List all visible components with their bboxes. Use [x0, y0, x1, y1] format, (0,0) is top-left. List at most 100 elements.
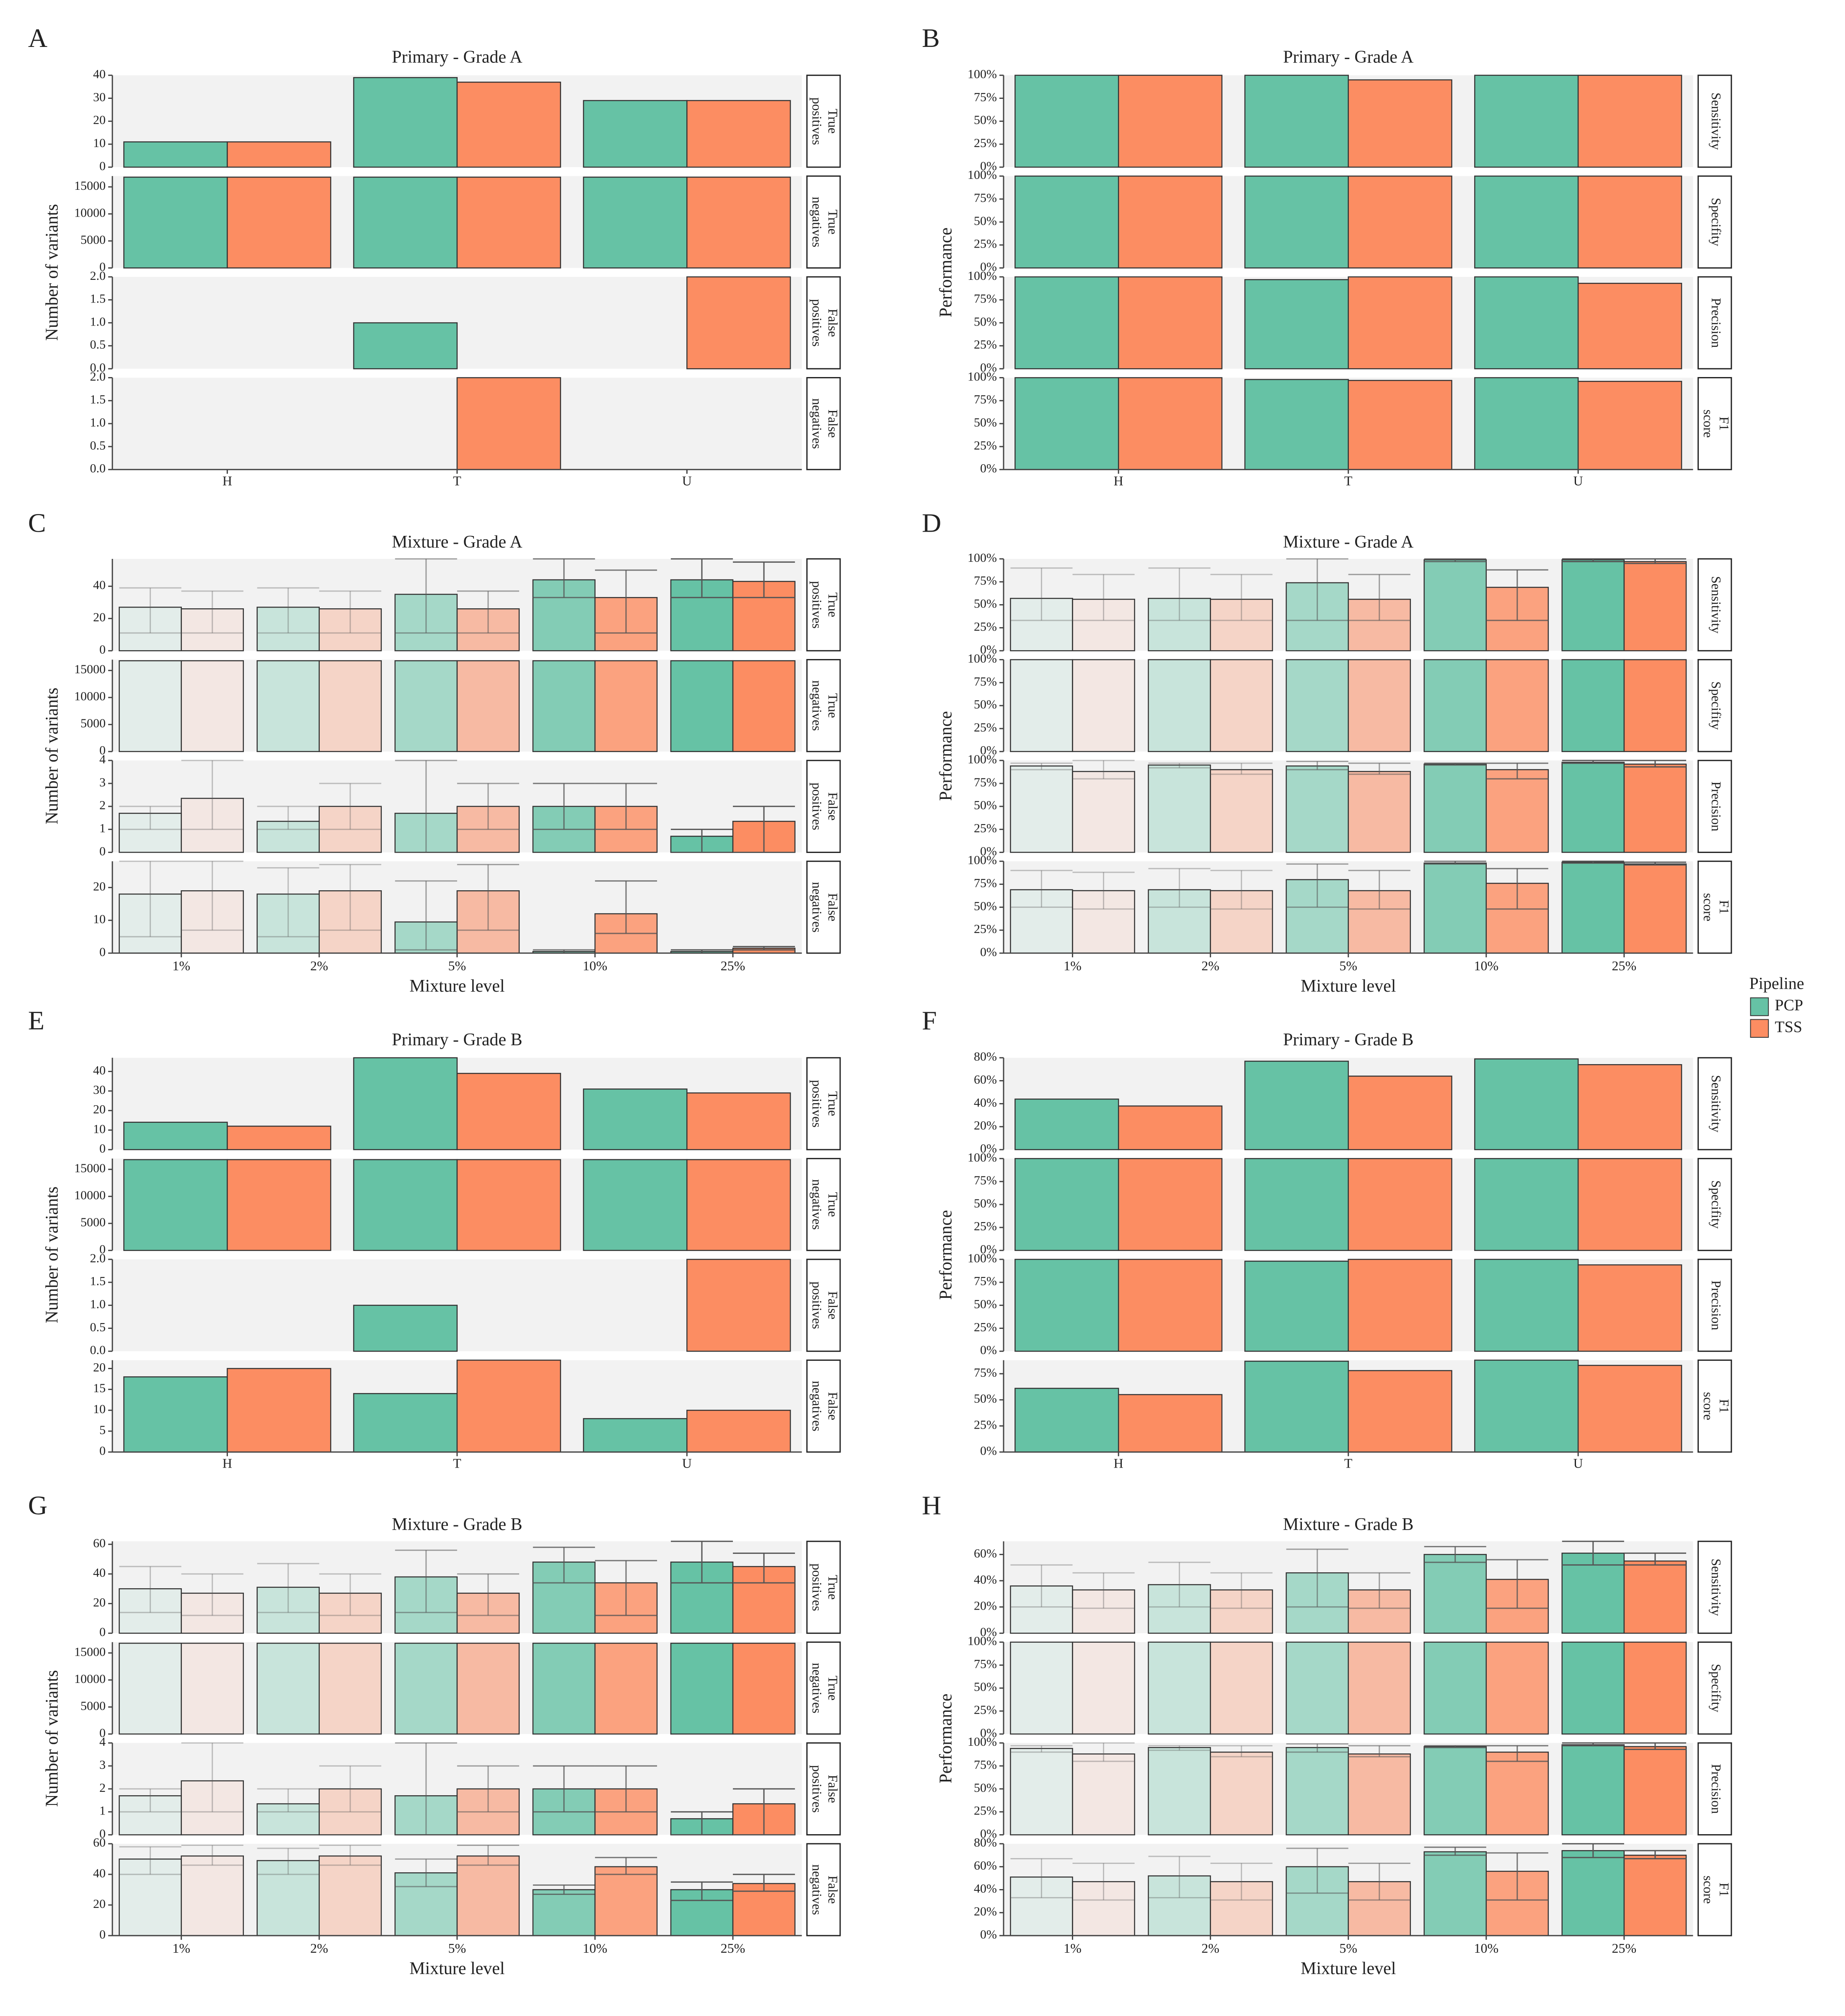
y-tick-label: 5000	[80, 1699, 106, 1713]
strip-box	[806, 558, 841, 651]
bar-tss	[181, 798, 244, 853]
x-tick-label: 5%	[1339, 958, 1357, 973]
y-tick-label: 25%	[974, 1418, 997, 1432]
error-bar-pcp	[1424, 861, 1486, 865]
y-axis-title: Performance	[937, 711, 956, 801]
x-tick-label: 2%	[1201, 1941, 1219, 1956]
y-tick-label: 1.5	[90, 292, 106, 306]
strip-box	[1698, 276, 1732, 370]
panel-letter: G	[28, 1491, 47, 1520]
y-axis-title: Performance	[937, 1210, 956, 1300]
panel-title: Mixture - Grade B	[1283, 1515, 1413, 1534]
y-tick-label: 1.0	[90, 315, 106, 328]
x-tick-label: 5%	[448, 958, 466, 973]
bar-tss	[1348, 1259, 1452, 1352]
strip-label: score	[1701, 893, 1716, 922]
strip-box	[806, 276, 841, 370]
y-tick-label: 4	[99, 1735, 106, 1749]
strip-label: Specifity	[1709, 1664, 1724, 1713]
y-tick-label: 5000	[80, 716, 106, 730]
y-tick-label: 80%	[974, 1836, 997, 1850]
panel-letter: B	[922, 23, 940, 53]
error-bar-pcp	[670, 1811, 733, 1836]
facet: 0% 25% 50% 75% 100% Precision	[968, 269, 1732, 375]
y-tick-label: 0.0	[90, 1343, 106, 1357]
x-tick-label: 10%	[583, 1941, 608, 1956]
error-bar-pcp	[119, 861, 181, 938]
bar-pcp	[1561, 1744, 1625, 1835]
y-tick-label: 40	[93, 67, 106, 81]
y-tick-label: 5	[99, 1423, 106, 1437]
panel-title: Mixture - Grade A	[392, 532, 523, 552]
y-tick-label: 10	[93, 912, 106, 926]
bar-pcp	[1474, 1158, 1579, 1251]
bar-tss	[318, 1788, 382, 1835]
bar-tss	[1348, 176, 1452, 269]
bar-pcp	[1474, 276, 1579, 370]
panel-title: Primary - Grade A	[1283, 48, 1414, 67]
y-tick-label: 100%	[968, 67, 997, 81]
error-bar-tss	[733, 946, 795, 951]
x-tick-label: T	[1344, 473, 1353, 488]
x-tick-label: 1%	[172, 958, 190, 973]
bar-tss	[1577, 1264, 1682, 1352]
bar-tss	[1072, 771, 1135, 853]
bar-pcp	[670, 660, 734, 752]
strip-label: score	[1701, 1876, 1716, 1904]
error-bar-tss	[457, 864, 519, 931]
error-bar-pcp	[1286, 1548, 1348, 1608]
bar-tss	[686, 100, 791, 168]
y-axis-title: Number of variants	[43, 1670, 62, 1807]
bar-pcp	[583, 1088, 688, 1150]
bar-pcp	[1014, 1388, 1119, 1453]
y-tick-label: 20%	[974, 1599, 997, 1613]
y-tick-label: 3	[99, 775, 106, 789]
error-bar-tss	[595, 1765, 657, 1813]
bar-pcp	[1561, 762, 1625, 853]
error-bar-pcp	[1148, 1745, 1211, 1751]
y-tick-label: 25%	[974, 237, 997, 251]
bar-tss	[1072, 1881, 1135, 1936]
strip-box	[806, 1360, 841, 1453]
bar-pcp	[1561, 1552, 1625, 1634]
y-tick-label: 0	[99, 1625, 106, 1639]
panel-letter: D	[922, 508, 941, 538]
y-tick-label: 0	[99, 1142, 106, 1155]
bar-pcp	[1561, 861, 1625, 954]
strip-box	[1698, 1641, 1732, 1735]
y-tick-label: 0	[99, 744, 106, 757]
bar-pcp	[1148, 764, 1211, 853]
y-tick-label: 20	[93, 879, 106, 893]
error-bar-tss	[1210, 574, 1273, 621]
bar-pcp	[353, 176, 458, 269]
bar-tss	[1072, 599, 1135, 651]
y-tick-label: 0%	[980, 361, 997, 375]
y-tick-label: 2	[99, 799, 106, 812]
bar-pcp	[1286, 659, 1349, 752]
strip-label: False	[825, 1775, 841, 1803]
y-tick-label: 0	[99, 945, 106, 959]
error-bar-pcp	[1286, 558, 1348, 621]
bar-pcp	[394, 1642, 458, 1735]
error-bar-pcp	[670, 558, 733, 598]
bar-pcp	[1244, 75, 1349, 168]
bar-pcp	[1010, 598, 1073, 651]
error-bar-tss	[1072, 1742, 1135, 1762]
y-tick-label: 50%	[974, 416, 997, 429]
bar-tss	[1210, 769, 1273, 853]
bar-tss	[1485, 659, 1549, 752]
y-tick-label: 0%	[980, 462, 997, 476]
y-tick-label: 0%	[980, 1142, 997, 1155]
bar-tss	[318, 806, 382, 853]
error-bar-tss	[457, 783, 519, 830]
error-bar-tss	[1072, 574, 1135, 621]
y-tick-label: 10000	[74, 690, 106, 703]
strip-label: True	[825, 109, 841, 134]
y-tick-label: 100%	[968, 1735, 997, 1749]
bar-tss	[1210, 599, 1273, 651]
y-tick-label: 20	[93, 1103, 106, 1117]
error-bar-pcp	[1148, 762, 1211, 769]
